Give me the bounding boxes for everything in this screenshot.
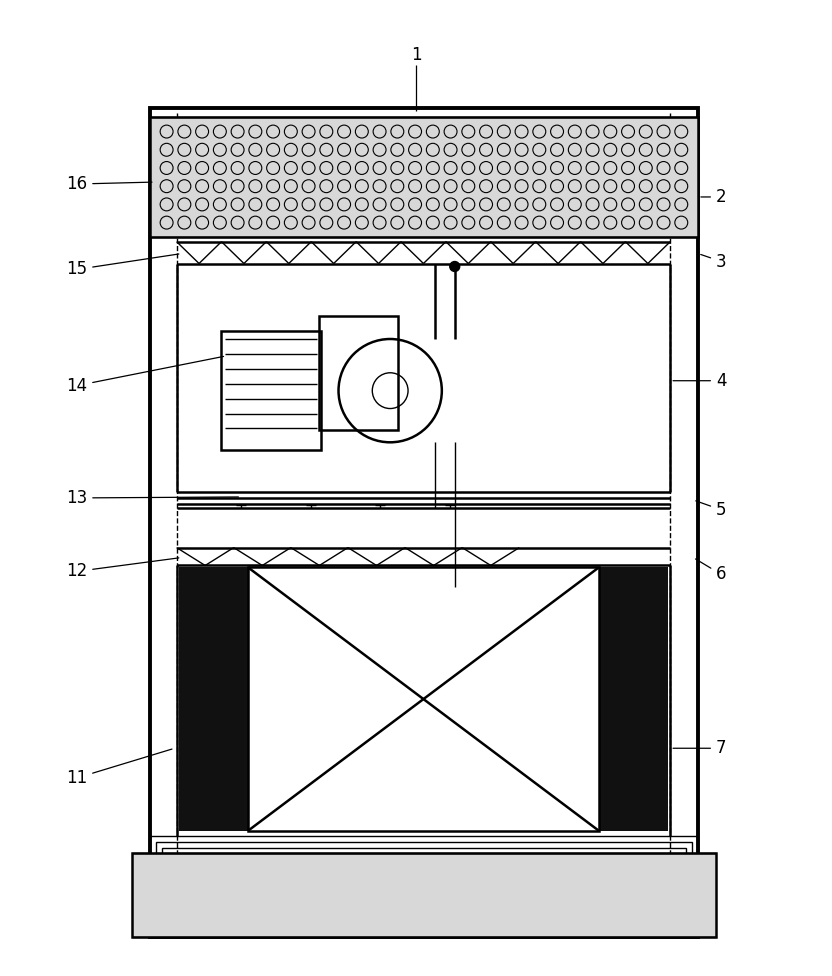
Text: 2: 2 — [701, 188, 726, 206]
Text: 14: 14 — [66, 356, 224, 394]
Bar — [132, 853, 716, 937]
Text: 7: 7 — [673, 739, 726, 757]
Bar — [150, 835, 698, 866]
Bar — [156, 841, 692, 860]
Bar — [319, 316, 399, 430]
Bar — [150, 117, 698, 237]
Text: 6: 6 — [696, 559, 726, 584]
Bar — [150, 107, 698, 937]
Text: 13: 13 — [66, 489, 239, 507]
Text: 16: 16 — [66, 175, 152, 193]
Text: 11: 11 — [66, 749, 172, 787]
Text: 12: 12 — [66, 558, 179, 581]
Bar — [161, 847, 686, 854]
Text: 15: 15 — [66, 254, 179, 278]
Text: 3: 3 — [701, 253, 726, 270]
Text: 5: 5 — [696, 501, 726, 519]
Circle shape — [450, 262, 460, 271]
Bar — [248, 567, 599, 831]
Bar — [179, 567, 248, 831]
Bar — [221, 331, 320, 450]
Text: 1: 1 — [411, 46, 421, 63]
Text: 4: 4 — [673, 372, 726, 389]
Bar — [599, 567, 668, 831]
